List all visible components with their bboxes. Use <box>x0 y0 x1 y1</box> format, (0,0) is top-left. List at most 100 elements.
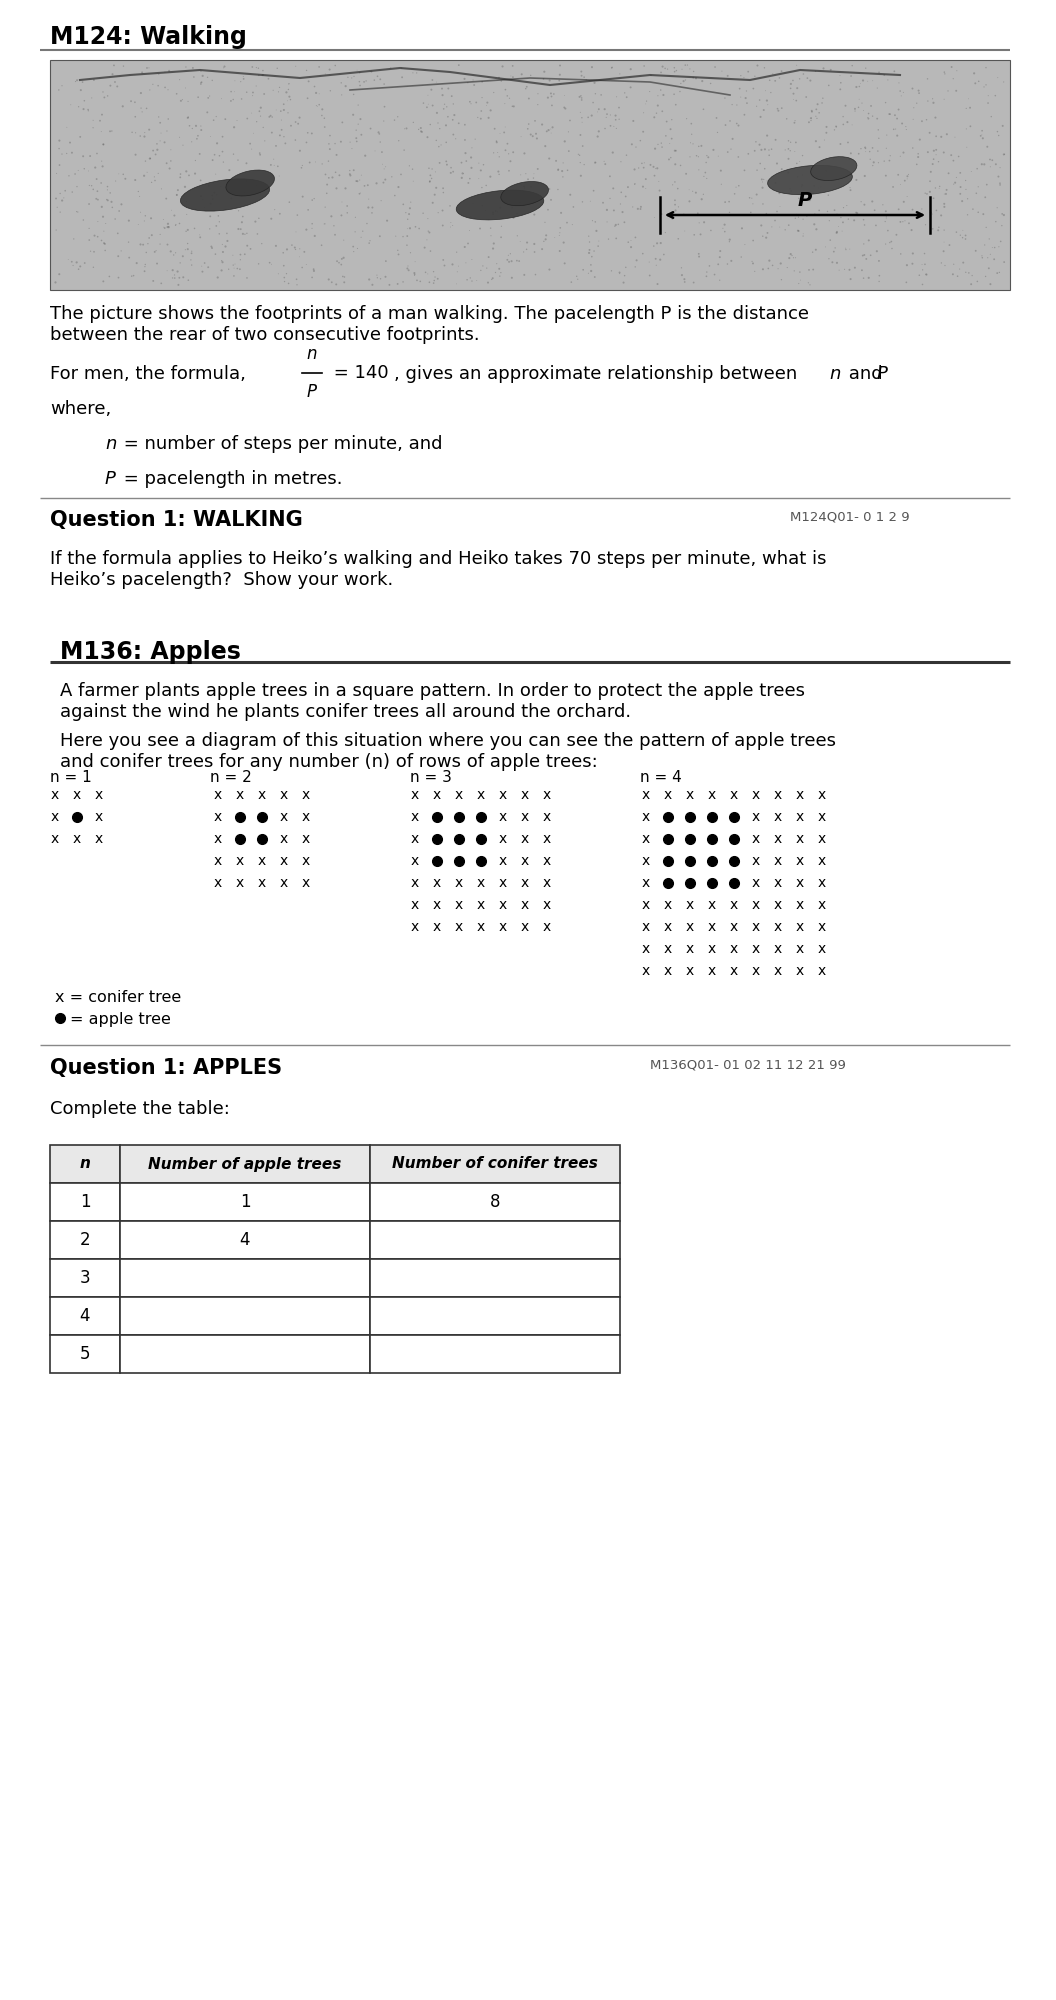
Point <box>359 170 376 202</box>
Point <box>880 64 897 96</box>
Text: x: x <box>730 898 738 912</box>
Point <box>155 212 172 244</box>
Point <box>698 162 715 194</box>
Point <box>918 104 935 136</box>
Point <box>96 228 113 260</box>
Point <box>461 214 478 246</box>
Point <box>629 192 646 224</box>
Point <box>144 220 161 252</box>
Point <box>489 136 506 168</box>
Point <box>425 186 441 218</box>
Point <box>821 242 837 274</box>
Point <box>369 260 385 292</box>
Point <box>996 138 1013 170</box>
Point <box>716 82 733 114</box>
Point <box>878 86 894 118</box>
Point <box>969 266 986 298</box>
Point <box>922 196 939 228</box>
Point <box>795 58 812 90</box>
Point <box>789 160 806 192</box>
Point <box>491 158 508 190</box>
Point <box>743 246 760 278</box>
Point <box>126 260 143 292</box>
Text: x: x <box>280 832 288 846</box>
Point <box>843 138 860 170</box>
Point <box>781 172 798 204</box>
Text: x: x <box>498 788 507 802</box>
Point <box>515 170 532 202</box>
Point <box>539 116 555 148</box>
Point <box>69 170 86 202</box>
Point <box>221 254 238 286</box>
Point <box>269 52 286 84</box>
Point <box>633 190 649 222</box>
Point <box>502 146 518 178</box>
Point <box>152 218 169 250</box>
Point <box>954 186 970 218</box>
Point <box>623 224 640 256</box>
Point <box>649 268 666 300</box>
Point <box>685 266 702 298</box>
Point <box>174 130 191 162</box>
Point <box>977 260 994 292</box>
Point <box>248 70 265 102</box>
Point <box>501 82 517 114</box>
Point <box>130 176 147 208</box>
Point <box>298 248 315 280</box>
Point <box>97 234 114 266</box>
Point <box>541 142 558 174</box>
Point <box>864 100 881 132</box>
Point <box>203 230 220 262</box>
Point <box>120 242 137 274</box>
Point <box>280 68 297 100</box>
Point <box>950 140 967 172</box>
Point <box>435 172 452 204</box>
Text: n: n <box>306 344 317 364</box>
Point <box>842 234 859 266</box>
Point <box>472 212 489 244</box>
Point <box>138 52 155 84</box>
Text: n: n <box>79 1156 91 1172</box>
Point <box>499 128 516 160</box>
Point <box>936 136 953 168</box>
Point <box>328 138 345 170</box>
Point <box>512 180 529 212</box>
Point <box>464 266 480 298</box>
Point <box>472 102 489 134</box>
Point <box>180 214 196 246</box>
Point <box>402 236 419 268</box>
Text: x: x <box>455 920 464 934</box>
Point <box>831 60 848 92</box>
Point <box>64 250 81 282</box>
Point <box>995 110 1012 142</box>
Point <box>365 64 382 96</box>
Point <box>82 236 99 268</box>
Point <box>855 94 872 126</box>
Point <box>721 224 738 256</box>
Text: Number of apple trees: Number of apple trees <box>148 1156 342 1172</box>
Point <box>266 194 283 226</box>
Bar <box>120 1296 370 1336</box>
Point <box>875 60 892 92</box>
Point <box>92 104 109 136</box>
Point <box>898 114 914 146</box>
Point <box>61 126 78 158</box>
Point <box>535 180 552 212</box>
Point <box>101 176 118 208</box>
Point <box>626 154 643 186</box>
Point <box>811 132 828 164</box>
Point <box>339 62 356 94</box>
Point <box>234 218 251 250</box>
Point <box>842 172 859 204</box>
Point <box>336 266 353 298</box>
Point <box>674 54 691 86</box>
Point <box>304 208 321 240</box>
Point <box>828 216 845 248</box>
Text: x: x <box>498 920 507 934</box>
Text: x: x <box>664 920 672 934</box>
Point <box>272 96 289 128</box>
Point <box>782 126 799 158</box>
Point <box>436 88 453 120</box>
Point <box>846 204 863 236</box>
Point <box>543 78 560 110</box>
